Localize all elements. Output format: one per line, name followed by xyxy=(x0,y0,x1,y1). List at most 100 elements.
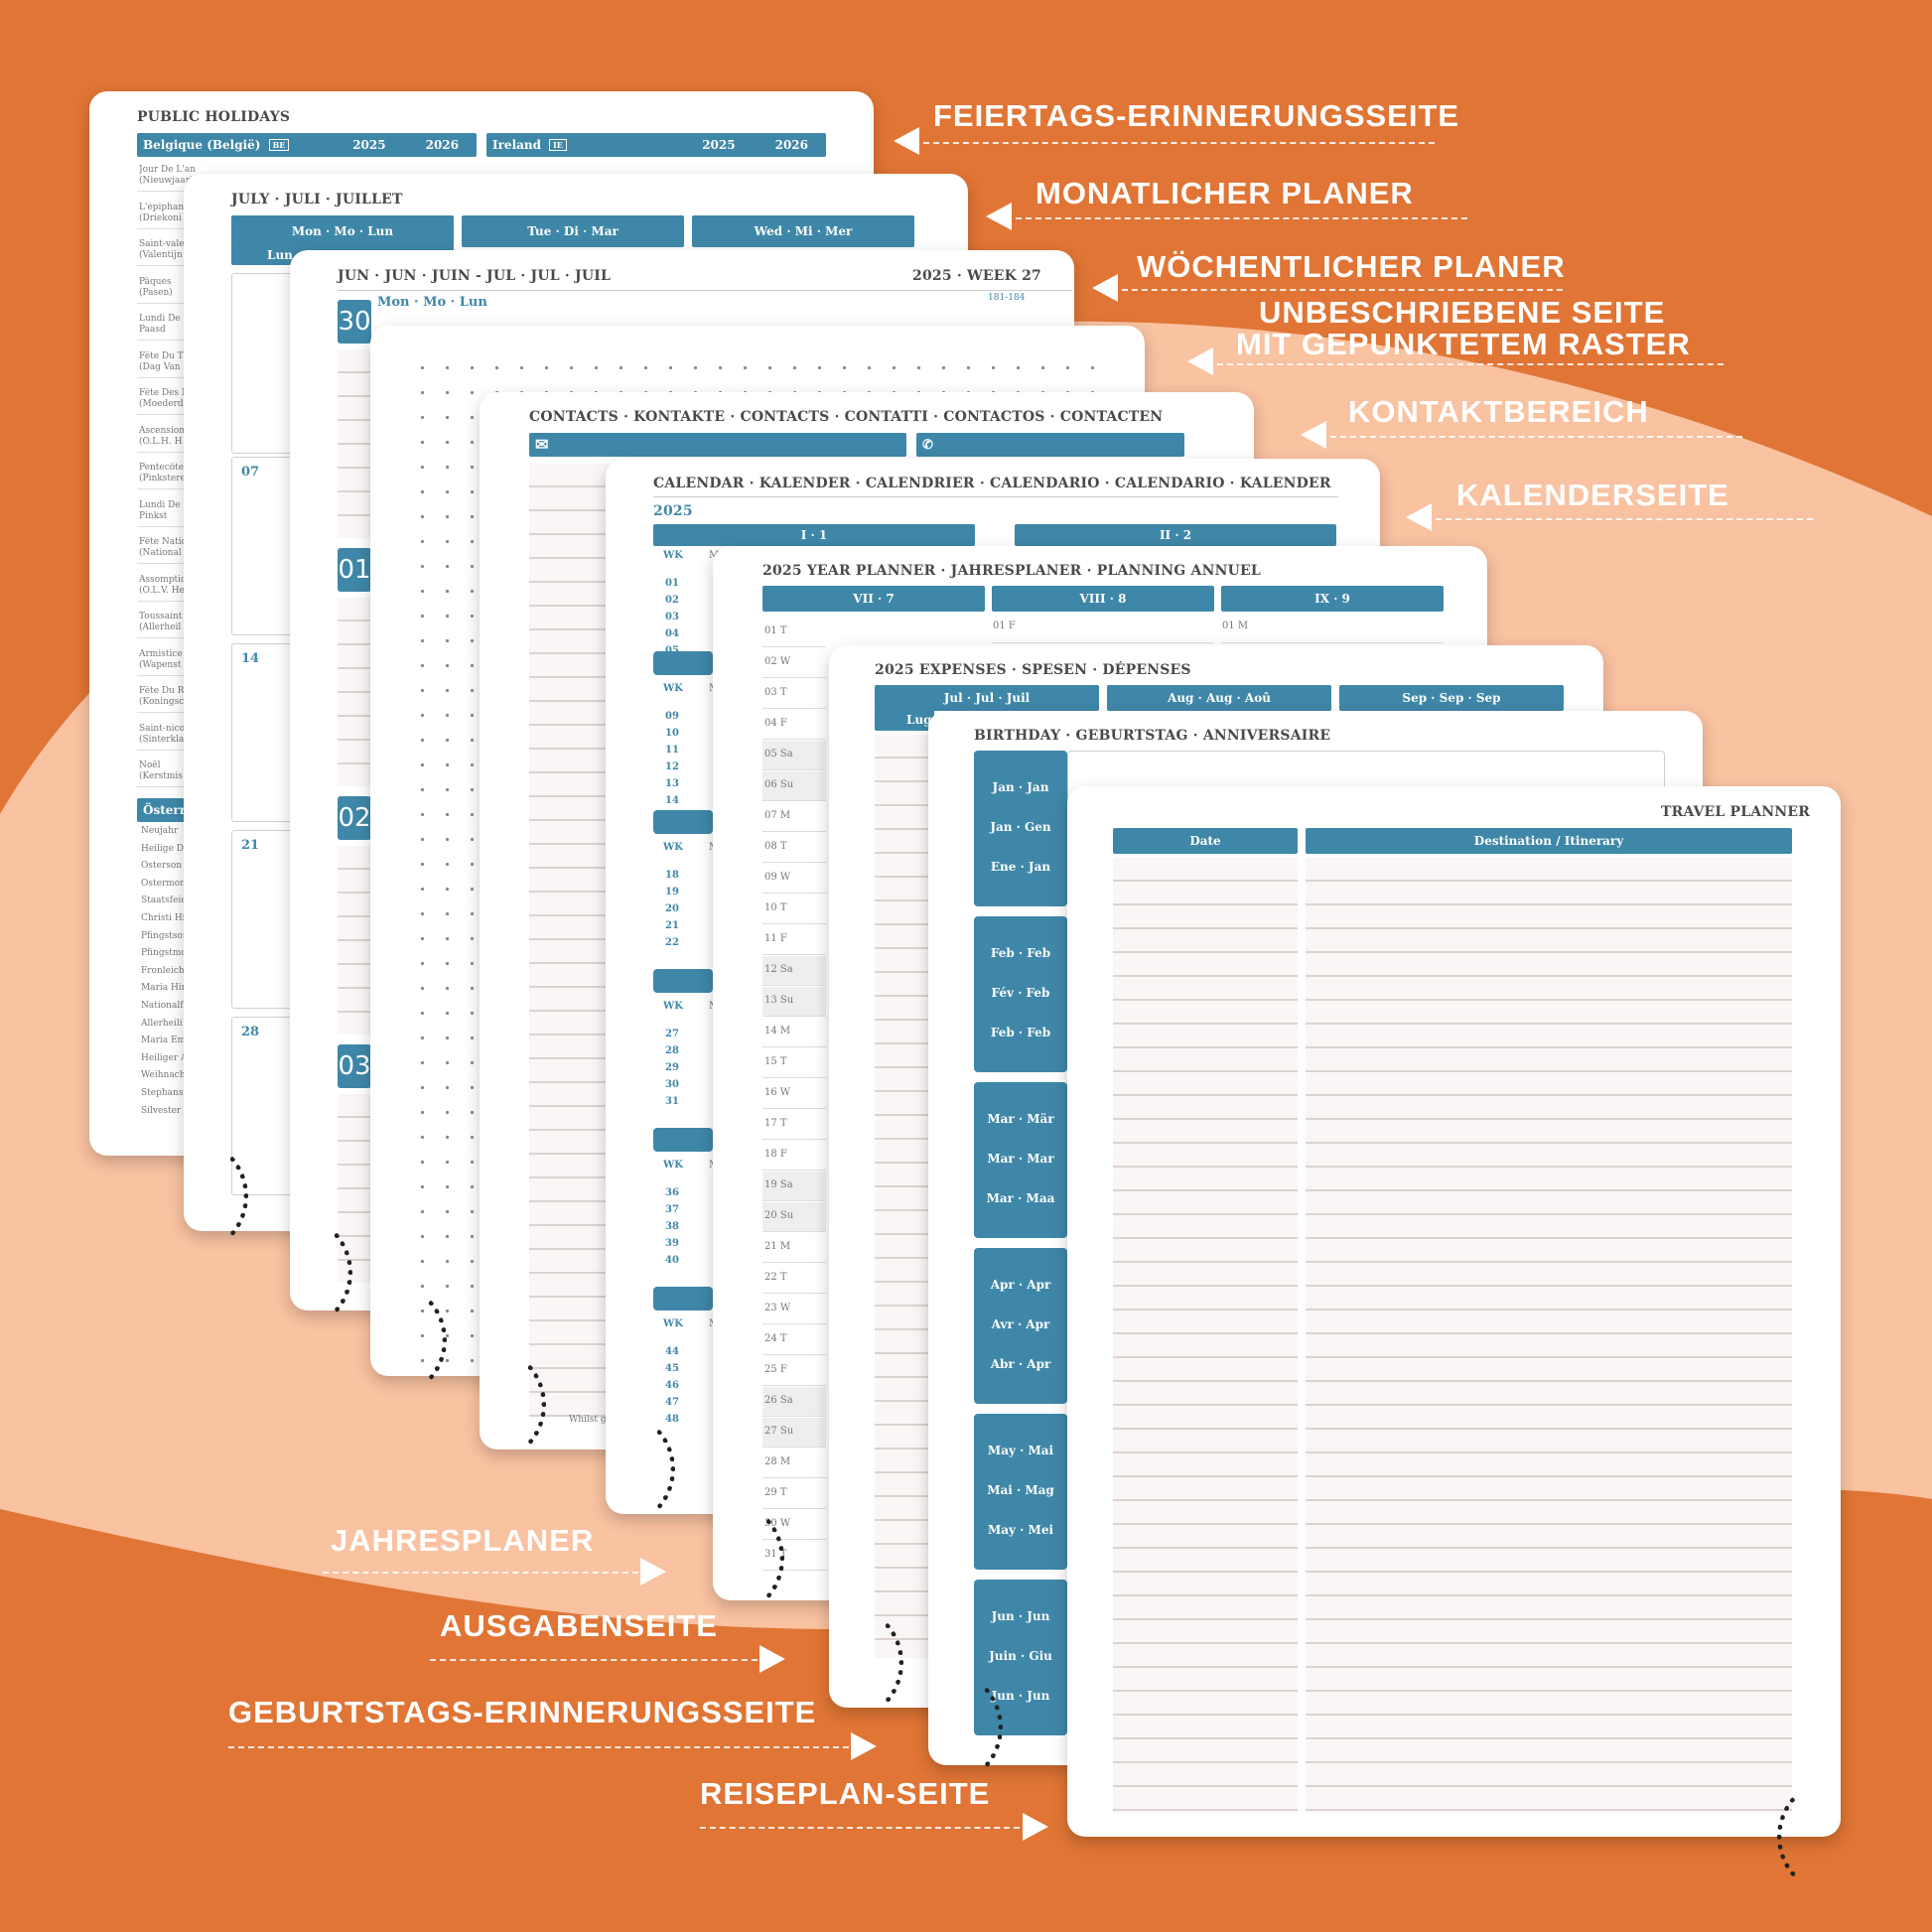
day-row[interactable] xyxy=(762,1479,826,1509)
holiday-name: Nationalf xyxy=(141,1001,184,1011)
day-entry: 16 W xyxy=(764,1087,791,1098)
dashed-line xyxy=(1217,363,1724,365)
day-row[interactable] xyxy=(762,1233,826,1263)
day-row[interactable] xyxy=(762,771,826,801)
week-number: 21 xyxy=(665,920,679,931)
day-row[interactable] xyxy=(762,618,826,647)
day-row[interactable] xyxy=(762,833,826,863)
arrow-left-icon xyxy=(1187,347,1213,375)
divider xyxy=(137,340,192,341)
divider xyxy=(137,451,192,453)
holiday-name: Silvester xyxy=(141,1105,182,1116)
phone-column-header: ✆ xyxy=(916,433,1184,457)
day-row[interactable] xyxy=(762,925,826,955)
day-row[interactable] xyxy=(762,1110,826,1140)
holiday-name: Lundi De (2e Pinkst xyxy=(139,499,199,521)
contact-lines[interactable] xyxy=(529,464,609,1417)
day-row[interactable] xyxy=(762,1418,826,1448)
label-weekly: WÖCHENTLICHER PLANER xyxy=(1137,249,1566,284)
day-row[interactable] xyxy=(762,1356,826,1386)
binding-arc xyxy=(556,1410,675,1529)
phone-icon: ✆ xyxy=(922,437,933,453)
day-row[interactable] xyxy=(762,1202,826,1232)
month-block xyxy=(974,916,1067,1072)
holiday-name: Jour De L'an (Nieuwjaar) xyxy=(139,165,197,186)
divider xyxy=(137,302,192,304)
country-name: Österre xyxy=(143,803,194,817)
day-row[interactable] xyxy=(762,1295,826,1324)
day-row[interactable] xyxy=(762,1325,826,1355)
binding-arc xyxy=(328,1281,447,1400)
day-cell[interactable] xyxy=(231,457,293,635)
day-row[interactable] xyxy=(762,679,826,709)
day-entry: 07 M xyxy=(764,810,791,821)
month-block xyxy=(974,1414,1067,1570)
day-cell[interactable] xyxy=(231,830,293,1009)
week-number: 01 xyxy=(665,578,679,589)
divider xyxy=(992,642,1214,643)
week-number: 36 xyxy=(665,1187,679,1198)
week-number: 14 xyxy=(665,795,679,806)
day-row[interactable] xyxy=(762,1048,826,1078)
week-number: 37 xyxy=(665,1204,679,1215)
holiday-name: Armistice (Wapenst xyxy=(139,648,183,670)
holiday-name: Maria Hir xyxy=(141,983,187,994)
date-lines[interactable] xyxy=(1113,858,1298,1813)
day-entry: 27 Su xyxy=(764,1426,794,1437)
day-row[interactable] xyxy=(762,648,826,678)
arrow-right-icon xyxy=(640,1558,666,1586)
label-birthday: GEBURTSTAGS-ERINNERUNGSSEITE xyxy=(228,1695,817,1729)
day-row[interactable] xyxy=(762,741,826,770)
day-row[interactable] xyxy=(762,1141,826,1171)
holiday-name: Toussaint (Allerheil xyxy=(139,612,183,632)
dashed-line xyxy=(1436,518,1813,520)
arrow-right-icon xyxy=(759,1645,785,1673)
day-row[interactable] xyxy=(762,710,826,740)
week-number: 18 xyxy=(665,870,679,881)
label-expenses: AUSGABENSEITE xyxy=(440,1608,718,1643)
week-number: 31 xyxy=(665,1096,679,1107)
week-number: 28 xyxy=(665,1045,679,1056)
holiday-name: Fête Natio (National xyxy=(139,537,188,558)
arrow-left-icon xyxy=(1301,421,1326,449)
day-lines[interactable] xyxy=(338,846,371,1035)
destination-lines[interactable] xyxy=(1306,858,1792,1813)
day-entry: 13 Su xyxy=(764,995,794,1006)
day-lines[interactable] xyxy=(338,349,371,538)
month-name: Jan · Gen xyxy=(990,820,1051,834)
month-header: Jul · Jul · Juil xyxy=(875,685,1099,711)
week-number: 03 xyxy=(665,612,679,622)
arrow-left-icon xyxy=(986,203,1012,230)
day-entry: 04 F xyxy=(764,718,787,729)
day-row[interactable] xyxy=(762,1449,826,1478)
year-label: 2025 xyxy=(702,138,736,152)
day-row[interactable] xyxy=(762,1264,826,1294)
day-row[interactable] xyxy=(762,956,826,986)
expense-lines[interactable] xyxy=(875,735,934,1658)
day-entry: 30 W xyxy=(764,1518,791,1529)
day-header: Mon · Mo · Lun xyxy=(377,295,487,310)
page-title: JUN · JUN · JUIN - JUL · JUL · JUIL xyxy=(338,268,612,284)
day-row[interactable] xyxy=(762,895,826,924)
day-row[interactable] xyxy=(762,1018,826,1047)
year-label: 2025 xyxy=(352,138,386,152)
holiday-name: Staatsfeie xyxy=(141,896,187,906)
day-row[interactable] xyxy=(762,1079,826,1109)
day-lines[interactable] xyxy=(338,598,371,786)
day-cell[interactable] xyxy=(231,643,293,822)
holiday-name: Maria Em xyxy=(141,1035,187,1046)
label-dotted-line2: MIT GEPUNKTETEM RASTER xyxy=(1236,327,1691,361)
day-cell[interactable] xyxy=(231,273,293,454)
day-row[interactable] xyxy=(762,1387,826,1417)
day-row[interactable] xyxy=(762,1172,826,1201)
day-row[interactable] xyxy=(762,864,826,894)
holiday-name: Weihnach xyxy=(141,1070,186,1081)
binding-arc xyxy=(427,1345,546,1464)
week-number: 29 xyxy=(665,1062,679,1073)
day-row[interactable] xyxy=(762,987,826,1017)
day-row[interactable] xyxy=(762,802,826,832)
week-number: 38 xyxy=(665,1221,679,1232)
dashed-line xyxy=(323,1572,638,1574)
holiday-name: Neujahr xyxy=(141,826,179,836)
dashed-line xyxy=(430,1659,758,1661)
